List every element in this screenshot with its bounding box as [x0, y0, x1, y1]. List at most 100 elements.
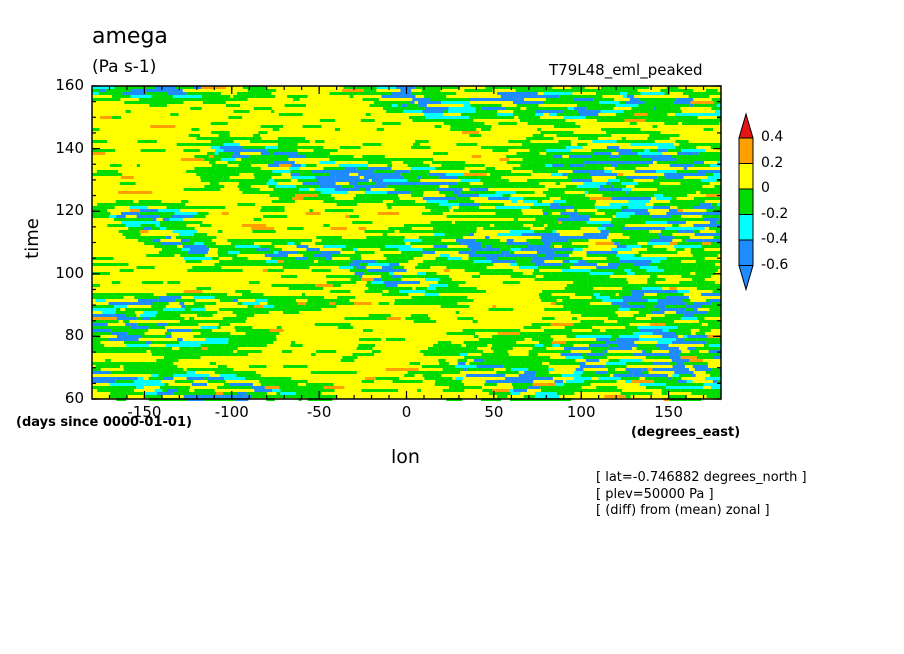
heatmap-cell [446, 215, 456, 218]
heatmap-cell [513, 389, 527, 392]
heatmap-cell [496, 182, 517, 185]
heatmap-cell [694, 155, 712, 158]
heatmap-cell [469, 170, 483, 173]
heatmap-cell [313, 149, 338, 152]
heatmap-cell [458, 266, 468, 269]
heatmap-cell [490, 338, 509, 341]
heatmap-cell [329, 173, 350, 176]
heatmap-cell [522, 158, 540, 161]
heatmap-cell [586, 308, 606, 311]
heatmap-cell [469, 362, 486, 365]
heatmap-cell [585, 215, 591, 218]
heatmap-cell [555, 215, 570, 218]
heatmap-cell [251, 341, 274, 344]
heatmap-cell [438, 350, 461, 353]
heatmap-cell [200, 176, 209, 179]
heatmap-cell [463, 173, 487, 176]
heatmap-cell [362, 155, 385, 158]
heatmap-cell [459, 386, 471, 389]
heatmap-cell [423, 302, 441, 305]
heatmap-cell [578, 260, 587, 263]
heatmap-cell [528, 254, 539, 257]
heatmap-cell [131, 344, 149, 347]
heatmap-cell [365, 113, 371, 116]
heatmap-cell [638, 251, 661, 254]
heatmap-cell [92, 149, 116, 152]
heatmap-cell [382, 233, 388, 236]
heatmap-cell [281, 305, 294, 308]
plot-title: amega [92, 24, 168, 49]
heatmap-cell [517, 263, 535, 266]
heatmap-cell [265, 146, 278, 149]
heatmap-cell [434, 233, 445, 236]
heatmap-cell [306, 155, 311, 158]
heatmap-cell [211, 164, 228, 167]
heatmap-cell [493, 350, 508, 353]
heatmap-cell [704, 260, 721, 263]
x-tick-label: -100 [214, 403, 249, 421]
heatmap-cell [197, 212, 209, 215]
heatmap-cell [693, 257, 705, 260]
heatmap-cell [585, 269, 591, 272]
heatmap-cell [407, 104, 419, 107]
heatmap-cell [251, 170, 273, 173]
heatmap-cell [490, 365, 504, 368]
heatmap-cell [423, 101, 442, 104]
heatmap-cell [92, 329, 112, 332]
heatmap-cell [562, 299, 582, 302]
heatmap-cell [422, 374, 435, 377]
heatmap-cell [191, 128, 200, 131]
x-tick-label: 0 [401, 403, 412, 421]
heatmap-cell [456, 143, 478, 146]
heatmap-cell [665, 353, 674, 356]
heatmap-cell [624, 119, 646, 122]
heatmap-cell [645, 374, 668, 377]
heatmap-cell [95, 212, 111, 215]
heatmap-cell [280, 188, 291, 191]
heatmap-cell [692, 365, 708, 368]
heatmap-cell [669, 356, 681, 359]
heatmap-cell [181, 200, 189, 203]
heatmap-cell [653, 290, 678, 293]
heatmap-cell [698, 152, 706, 155]
heatmap-cell [424, 95, 447, 98]
heatmap-cell [593, 275, 610, 278]
heatmap-cell [346, 254, 361, 257]
heatmap-cell [608, 317, 621, 320]
heatmap-cell [125, 236, 148, 239]
heatmap-cell [619, 113, 631, 116]
heatmap-cell [495, 185, 515, 188]
heatmap-cell [528, 368, 549, 371]
heatmap-cell [526, 107, 545, 110]
heatmap-cell [177, 338, 183, 341]
heatmap-cell [532, 272, 552, 275]
heatmap-cell [710, 242, 721, 245]
heatmap-cell [187, 251, 208, 254]
colorbar-box [738, 163, 754, 190]
heatmap-cell [353, 266, 357, 269]
heatmap-cell [500, 395, 508, 398]
heatmap-cell [525, 359, 544, 362]
heatmap-cell [136, 317, 143, 320]
heatmap-cell [600, 104, 616, 107]
heatmap-cell [434, 374, 442, 377]
heatmap-cell [542, 143, 557, 146]
heatmap-cell [611, 248, 624, 251]
heatmap-cell [588, 284, 601, 287]
heatmap-cell [542, 317, 555, 320]
heatmap-cell [362, 239, 382, 242]
heatmap-cell [295, 257, 308, 260]
heatmap-cell [596, 296, 610, 299]
heatmap-cell [455, 167, 465, 170]
heatmap-cell [314, 299, 320, 302]
heatmap-cell [597, 170, 605, 173]
heatmap-cell [422, 248, 446, 251]
heatmap-cell [560, 212, 579, 215]
heatmap-cell [671, 104, 691, 107]
heatmap-cell [656, 326, 678, 329]
heatmap-cell [156, 359, 162, 362]
heatmap-cell [393, 200, 407, 203]
heatmap-cell [599, 293, 616, 296]
heatmap-cell [537, 266, 561, 269]
heatmap-cell [538, 155, 553, 158]
